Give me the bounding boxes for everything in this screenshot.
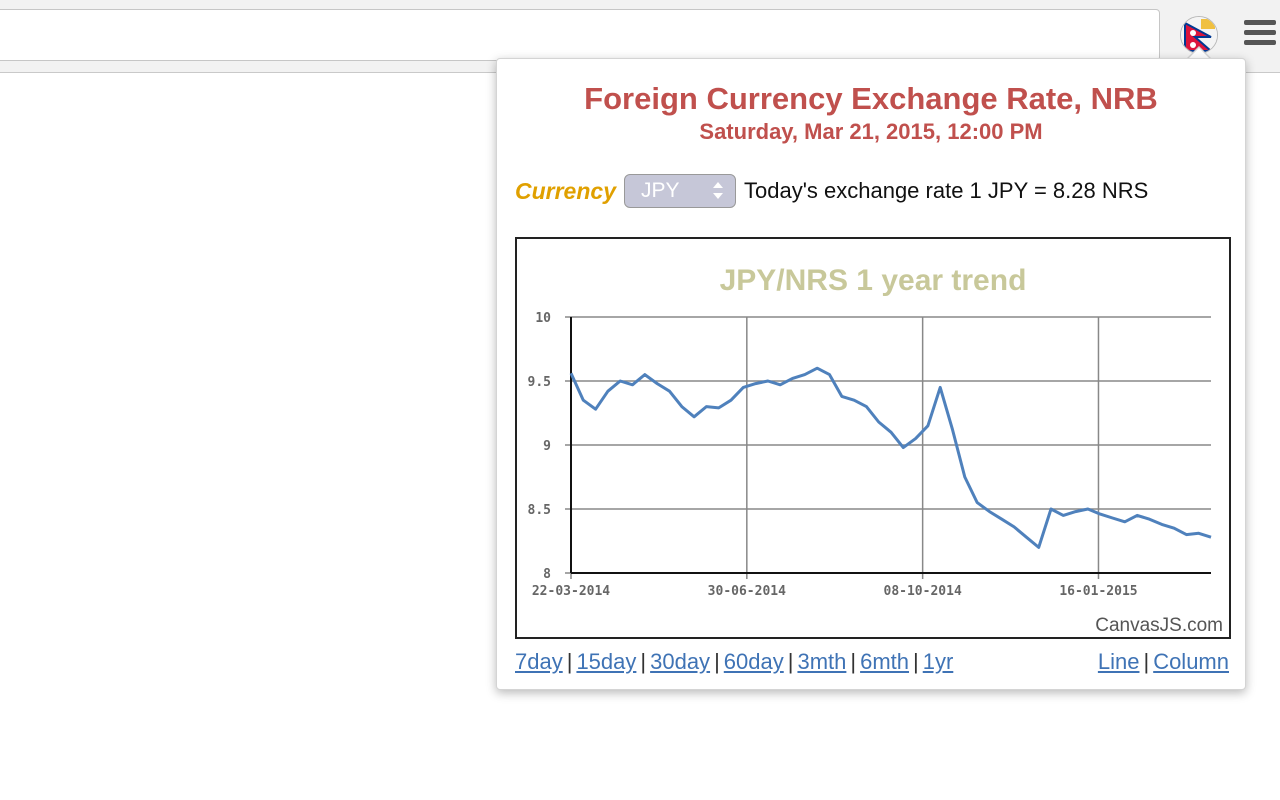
range-link-6mth[interactable]: 6mth (860, 649, 910, 674)
y-tick-label: 9 (543, 439, 551, 454)
hamburger-menu-icon[interactable] (1244, 20, 1276, 50)
y-tick-label: 8.5 (528, 503, 551, 518)
range-link-15day[interactable]: 15day (576, 649, 637, 674)
link-separator: | (640, 649, 647, 674)
today-rate-text: Today's exchange rate 1 JPY = 8.28 NRS (743, 178, 1149, 203)
range-link-7day[interactable]: 7day (515, 649, 563, 674)
range-link-1yr[interactable]: 1yr (922, 649, 954, 674)
x-tick-label: 22-03-2014 (532, 584, 610, 599)
series-line (569, 366, 1212, 549)
y-tick-label: 8 (543, 567, 551, 582)
y-tick-label: 9.5 (528, 375, 551, 390)
trend-chart-svg: JPY/NRS 1 year trend 8 8.5 9 9.5 10 22-03-2014… (528, 264, 1223, 636)
range-link-30day[interactable]: 30day (650, 649, 711, 674)
currency-label: Currency (515, 177, 616, 204)
x-tick-label: 08-10-2014 (884, 584, 962, 599)
link-separator: | (714, 649, 720, 674)
chart-type-link-column[interactable]: Column (1153, 649, 1229, 674)
y-tick-label: 10 (535, 311, 551, 326)
address-bar[interactable] (0, 9, 1160, 61)
range-link-3mth[interactable]: 3mth (797, 649, 847, 674)
popup-arrow-fill (1187, 48, 1211, 60)
range-link-60day[interactable]: 60day (723, 649, 784, 674)
x-tick-label: 16-01-2015 (1059, 584, 1137, 599)
popup-title: Foreign Currency Exchange Rate, NRB (584, 81, 1158, 116)
link-separator: | (850, 649, 857, 674)
link-separator: | (1143, 649, 1150, 674)
select-arrows-icon (712, 181, 723, 201)
chart-type-link-line[interactable]: Line (1097, 649, 1140, 674)
link-separator: | (787, 649, 794, 674)
currency-select[interactable]: JPY (623, 174, 736, 208)
link-separator: | (566, 649, 573, 674)
chart-links-row: 7day | 15day | 30day | 60day | 3mth | 6mth | 1yr Lin… (515, 649, 1229, 679)
chart-title: JPY/NRS 1 year trend (720, 264, 1027, 297)
x-tick-label: 30-06-2014 (708, 584, 786, 599)
trend-chart: JPY/NRS 1 year trend 8 8.5 9 9.5 10 22-03-2014… (515, 237, 1231, 639)
currency-row: Currency JPY Today's exchange rate 1 JPY… (515, 173, 1148, 209)
chart-credit: CanvasJS.com (1095, 615, 1223, 636)
range-links: 7day | 15day | 30day | 60day | 3mth | 6mth | 1yr (515, 649, 953, 675)
currency-select-value: JPY (640, 179, 680, 202)
exchange-rate-popup: Foreign Currency Exchange Rate, NRB Satu… (496, 58, 1246, 690)
popup-date: Saturday, Mar 21, 2015, 12:00 PM (699, 119, 1043, 144)
link-separator: | (913, 649, 919, 674)
chart-type-links: Line | Column (1098, 649, 1229, 675)
